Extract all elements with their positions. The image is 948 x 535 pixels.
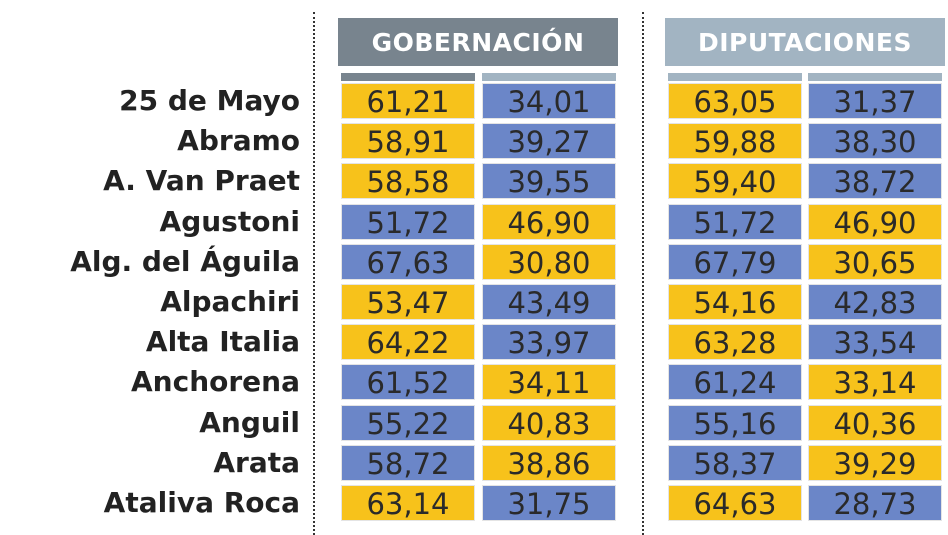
value-cell: 58,72 [341,445,475,481]
value-cell: 61,24 [668,364,802,400]
row-label: Arata [213,446,300,479]
value-cell: 67,63 [341,244,475,280]
row-label: Ataliva Roca [103,486,300,519]
value-cell: 51,72 [668,204,802,240]
row-label: Anguil [199,406,300,439]
value-cell: 39,27 [482,123,616,159]
header-gobernacion: GOBERNACIÓN [338,18,618,66]
value-cell: 38,86 [482,445,616,481]
value-cell: 46,90 [808,204,942,240]
value-cell: 63,28 [668,324,802,360]
value-cell: 63,14 [341,485,475,521]
value-cell: 34,11 [482,364,616,400]
row-label: Abramo [177,124,300,157]
value-cell: 31,37 [808,83,942,119]
value-cell: 28,73 [808,485,942,521]
subbar-gob-1 [341,73,475,81]
value-cell: 58,37 [668,445,802,481]
value-cell: 67,79 [668,244,802,280]
value-cell: 33,14 [808,364,942,400]
value-cell: 63,05 [668,83,802,119]
value-cell: 55,16 [668,405,802,441]
row-label: Agustoni [159,205,300,238]
value-cell: 59,40 [668,163,802,199]
value-cell: 38,30 [808,123,942,159]
subbar-dip-2 [808,73,942,81]
value-cell: 30,80 [482,244,616,280]
value-cell: 33,97 [482,324,616,360]
value-cell: 40,83 [482,405,616,441]
value-cell: 40,36 [808,405,942,441]
value-cell: 39,29 [808,445,942,481]
header-diputaciones: DIPUTACIONES [665,18,945,66]
row-label: 25 de Mayo [119,84,300,117]
value-cell: 46,90 [482,204,616,240]
row-label: Alg. del Águila [70,245,300,278]
value-cell: 61,21 [341,83,475,119]
value-cell: 43,49 [482,284,616,320]
divider-left [313,12,315,535]
subbar-dip-1 [668,73,802,81]
value-cell: 39,55 [482,163,616,199]
value-cell: 31,75 [482,485,616,521]
value-cell: 30,65 [808,244,942,280]
value-cell: 64,22 [341,324,475,360]
divider-middle [642,12,644,535]
value-cell: 51,72 [341,204,475,240]
value-cell: 58,91 [341,123,475,159]
value-cell: 64,63 [668,485,802,521]
value-cell: 33,54 [808,324,942,360]
value-cell: 42,83 [808,284,942,320]
value-cell: 53,47 [341,284,475,320]
value-cell: 58,58 [341,163,475,199]
header-gobernacion-label: GOBERNACIÓN [371,27,585,57]
row-label: Alpachiri [160,285,300,318]
header-diputaciones-label: DIPUTACIONES [697,27,913,57]
value-cell: 59,88 [668,123,802,159]
row-label: A. Van Praet [103,164,300,197]
value-cell: 55,22 [341,405,475,441]
value-cell: 54,16 [668,284,802,320]
value-cell: 38,72 [808,163,942,199]
row-label: Anchorena [131,365,300,398]
value-cell: 34,01 [482,83,616,119]
value-cell: 61,52 [341,364,475,400]
row-label: Alta Italia [145,325,300,358]
subbar-gob-2 [482,73,616,81]
